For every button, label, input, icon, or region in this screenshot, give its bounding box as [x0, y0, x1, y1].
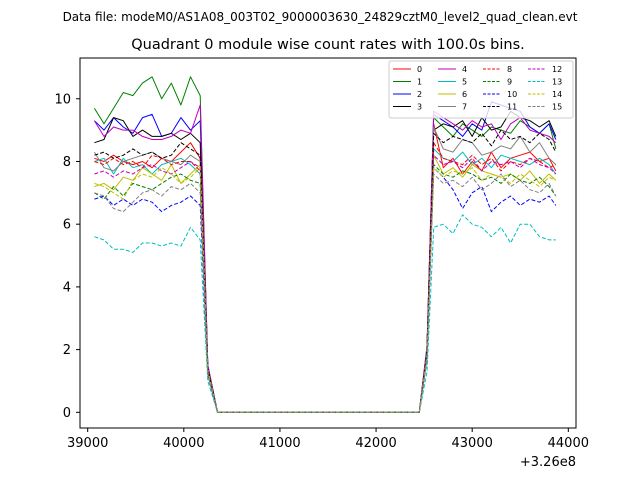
axes-frame	[79, 57, 577, 429]
legend-label-11: 11	[507, 103, 517, 112]
legend-label-2: 2	[417, 90, 422, 99]
legend-label-10: 10	[507, 90, 517, 99]
series-line-15	[94, 173, 557, 413]
axes: 39000 40000 41000 42000 43000 44000 0 2 4 6 8 10	[54, 92, 589, 451]
x-tick-label: 40000	[163, 436, 204, 451]
y-tick-label: 0	[63, 406, 71, 421]
x-tick-label: 43000	[452, 436, 493, 451]
legend-label-3: 3	[417, 103, 422, 112]
legend-label-1: 1	[417, 78, 422, 87]
y-tick-label: 10	[54, 92, 71, 107]
chart-suptitle: Data file: modeM0/AS1A08_003T02_90000036…	[63, 10, 578, 24]
series-line-4	[93, 104, 557, 413]
y-tick-label: 2	[63, 343, 71, 358]
plot-area	[93, 76, 557, 413]
x-tick-label: 44000	[548, 436, 589, 451]
x-offset-label: +3.26e8	[520, 455, 576, 470]
legend-box	[388, 60, 574, 119]
series-line-5	[94, 148, 557, 413]
legend-label-5: 5	[462, 78, 467, 87]
legend-label-12: 12	[552, 65, 562, 74]
series-line-1	[93, 76, 557, 413]
series-line-14	[94, 167, 557, 413]
legend-label-6: 6	[462, 90, 467, 99]
x-tick-label: 39000	[67, 436, 108, 451]
series-line-8	[94, 142, 557, 413]
x-tick-label: 42000	[355, 436, 396, 451]
series-line-3	[94, 110, 557, 413]
y-tick-label: 6	[63, 218, 71, 233]
legend-label-4: 4	[462, 65, 467, 74]
y-tick-label: 8	[63, 155, 71, 170]
legend-label-8: 8	[507, 65, 512, 74]
series-line-12	[94, 154, 557, 413]
legend-label-14: 14	[552, 90, 562, 99]
chart-title: Quadrant 0 module wise count rates with …	[131, 37, 525, 53]
legend-label-13: 13	[552, 78, 562, 87]
series-line-13	[94, 214, 556, 413]
legend-label-7: 7	[462, 103, 467, 112]
legend-label-15: 15	[552, 103, 562, 112]
legend-label-9: 9	[507, 78, 512, 87]
series-line-2	[94, 101, 557, 413]
x-tick-label: 41000	[259, 436, 300, 451]
legend-label-0: 0	[417, 65, 422, 74]
series-line-9	[94, 164, 557, 413]
series-line-7	[93, 126, 557, 413]
series-line-0	[94, 123, 557, 413]
y-tick-label: 4	[63, 280, 71, 295]
series-line-10	[94, 167, 557, 413]
